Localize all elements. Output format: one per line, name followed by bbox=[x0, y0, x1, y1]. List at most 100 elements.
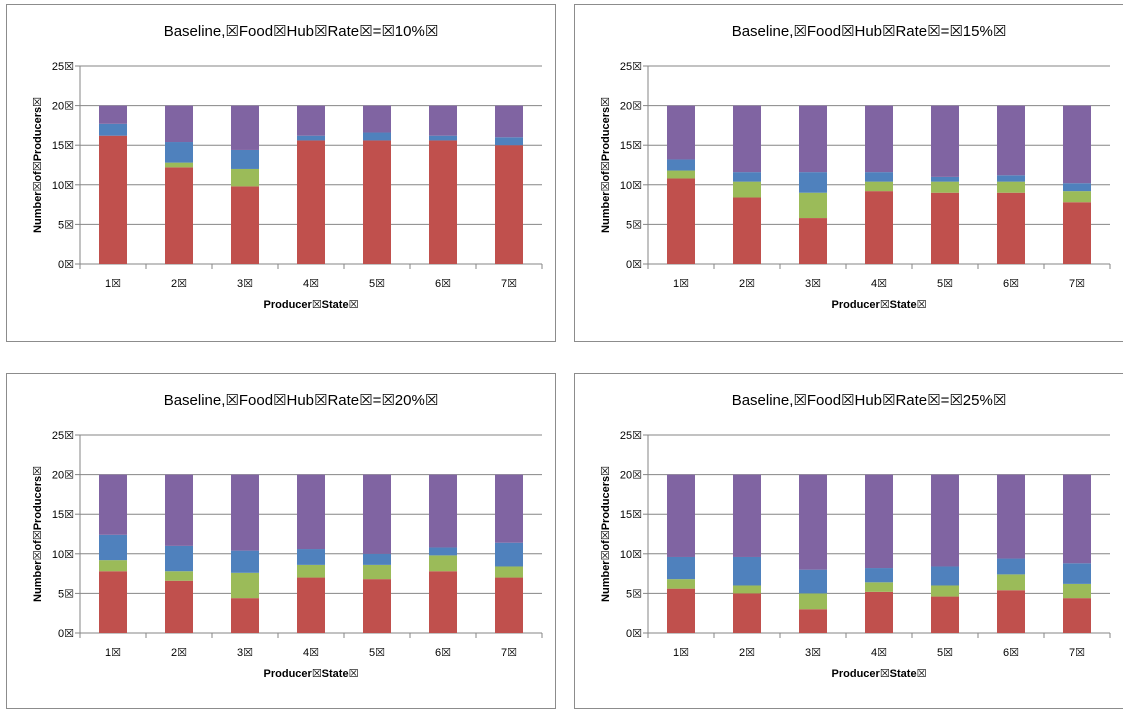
bar-segment bbox=[231, 149, 259, 169]
x-tick-label: 3☒ bbox=[237, 647, 253, 659]
bar-segment bbox=[1063, 202, 1091, 264]
bar-segment bbox=[799, 192, 827, 219]
bar-segment bbox=[799, 593, 827, 610]
bar-segment bbox=[667, 579, 695, 589]
bar-segment bbox=[165, 571, 193, 581]
bar-segment bbox=[931, 566, 959, 586]
bar-segment bbox=[231, 550, 259, 573]
bar-segment bbox=[667, 105, 695, 160]
y-tick-label: 20☒ bbox=[52, 101, 74, 113]
bar-segment bbox=[667, 170, 695, 179]
bar-segment bbox=[733, 105, 761, 173]
bar-segment bbox=[997, 175, 1025, 182]
bar-segment bbox=[429, 555, 457, 572]
bar-segment bbox=[165, 105, 193, 143]
bar-segment bbox=[363, 564, 391, 580]
x-axis-title: Producer☒State☒ bbox=[264, 299, 359, 311]
bar-segment bbox=[733, 181, 761, 198]
y-axis-title: Number☒of☒Producers☒ bbox=[600, 466, 612, 602]
x-tick-label: 7☒ bbox=[501, 278, 517, 290]
bar-segment bbox=[667, 178, 695, 264]
x-tick-label: 4☒ bbox=[871, 278, 887, 290]
x-tick-label: 6☒ bbox=[1003, 647, 1019, 659]
bar-segment bbox=[667, 556, 695, 580]
y-tick-label: 20☒ bbox=[620, 101, 642, 113]
bar-segment bbox=[865, 172, 893, 182]
x-tick-label: 2☒ bbox=[739, 647, 755, 659]
bar-segment bbox=[865, 591, 893, 633]
bar-segment bbox=[931, 176, 959, 182]
chart-title: Baseline,☒Food☒Hub☒Rate☒=☒25%☒ bbox=[732, 392, 1007, 409]
y-tick-label: 15☒ bbox=[620, 509, 642, 521]
chart-title: Baseline,☒Food☒Hub☒Rate☒=☒15%☒ bbox=[732, 23, 1007, 40]
bar-segment bbox=[865, 191, 893, 264]
y-axis-title: Number☒of☒Producers☒ bbox=[600, 97, 612, 233]
bar-segment bbox=[997, 474, 1025, 559]
y-tick-label: 10☒ bbox=[620, 549, 642, 561]
bar-segment bbox=[495, 105, 523, 138]
bar-segment bbox=[1063, 563, 1091, 584]
bar-segment bbox=[865, 474, 893, 569]
bar-segment bbox=[667, 159, 695, 171]
bar-segment bbox=[99, 534, 127, 561]
x-tick-label: 2☒ bbox=[739, 278, 755, 290]
chart-panel-15-percent: Baseline,☒Food☒Hub☒Rate☒=☒15%☒ 0☒ 5☒ 10☒ 15☒… bbox=[574, 4, 1123, 342]
bar-segment bbox=[429, 105, 457, 136]
bar-segment bbox=[363, 132, 391, 141]
y-tick-label: 0☒ bbox=[58, 628, 74, 640]
bar-segment bbox=[931, 192, 959, 264]
bar-segment bbox=[297, 135, 325, 141]
bar-segment bbox=[733, 474, 761, 557]
bar-segment bbox=[231, 105, 259, 150]
chart-panel-25-percent: Baseline,☒Food☒Hub☒Rate☒=☒25%☒ 0☒ 5☒ 10☒ 15☒… bbox=[574, 373, 1123, 709]
y-tick-label: 25☒ bbox=[620, 61, 642, 73]
bar-segment bbox=[495, 474, 523, 543]
y-tick-label: 15☒ bbox=[620, 140, 642, 152]
bar-segment bbox=[733, 556, 761, 586]
bar-segment bbox=[297, 140, 325, 264]
bar-segment bbox=[429, 547, 457, 556]
y-tick-label: 10☒ bbox=[52, 549, 74, 561]
x-tick-label: 4☒ bbox=[303, 647, 319, 659]
bar-segment bbox=[99, 560, 127, 572]
bar-segment bbox=[865, 105, 893, 173]
bar-segment bbox=[495, 542, 523, 567]
bar-segment bbox=[799, 105, 827, 173]
x-tick-label: 5☒ bbox=[369, 647, 385, 659]
x-tick-label: 3☒ bbox=[805, 278, 821, 290]
y-tick-label: 5☒ bbox=[626, 219, 642, 231]
chart-title: Baseline,☒Food☒Hub☒Rate☒=☒10%☒ bbox=[164, 23, 439, 40]
x-tick-label: 1☒ bbox=[105, 278, 121, 290]
x-tick-label: 1☒ bbox=[673, 278, 689, 290]
bar-segment bbox=[799, 474, 827, 570]
bar-segment bbox=[997, 181, 1025, 193]
bar-segment bbox=[99, 105, 127, 124]
bar-segment bbox=[865, 568, 893, 583]
bar-segment bbox=[733, 585, 761, 594]
x-tick-label: 1☒ bbox=[105, 647, 121, 659]
bar-segment bbox=[165, 162, 193, 168]
y-tick-label: 5☒ bbox=[626, 588, 642, 600]
bar-segment bbox=[931, 474, 959, 567]
bar-segment bbox=[231, 168, 259, 187]
x-tick-label: 6☒ bbox=[435, 647, 451, 659]
bar-segment bbox=[231, 572, 259, 599]
bar-segment bbox=[231, 186, 259, 264]
bar-segment bbox=[495, 145, 523, 264]
bar-segment bbox=[429, 135, 457, 141]
y-tick-label: 10☒ bbox=[620, 180, 642, 192]
bar-segment bbox=[799, 609, 827, 633]
bar-segment bbox=[297, 577, 325, 633]
chart-panel-10-percent: Baseline,☒Food☒Hub☒Rate☒=☒10%☒ 0☒ 5☒ 10☒ 15☒… bbox=[6, 4, 556, 342]
bar-segment bbox=[931, 585, 959, 597]
bar-segment bbox=[297, 549, 325, 565]
y-axis-title: Number☒of☒Producers☒ bbox=[32, 466, 44, 602]
x-tick-label: 7☒ bbox=[1069, 647, 1085, 659]
x-axis-title: Producer☒State☒ bbox=[832, 668, 927, 680]
x-tick-label: 6☒ bbox=[435, 278, 451, 290]
bar-segment bbox=[297, 105, 325, 136]
bar-segment bbox=[733, 197, 761, 264]
x-tick-label: 1☒ bbox=[673, 647, 689, 659]
x-tick-label: 5☒ bbox=[369, 278, 385, 290]
bar-segment bbox=[99, 571, 127, 633]
